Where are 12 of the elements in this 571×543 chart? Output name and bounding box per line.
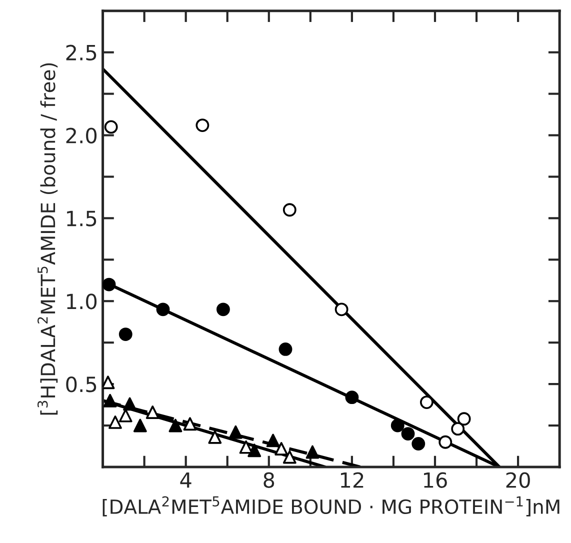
x-tick-label: 16 xyxy=(424,472,447,488)
y-tick-label: 1.5 xyxy=(67,210,96,226)
x-tick-label: 20 xyxy=(506,472,530,488)
x-tick-label: 4 xyxy=(180,472,192,488)
y-tick-label: 1.0 xyxy=(67,294,97,310)
x-axis-title: [DALA$^{2}$MET$^{5}$AMIDE BOUND · MG PROTEIN$^{−1}$]nM xyxy=(102,496,560,516)
y-tick-label: 2.5 xyxy=(66,44,96,61)
x-tick-label: 12 xyxy=(340,472,364,488)
y-tick-label: 0.5 xyxy=(66,376,96,392)
y-axis-title: [$^{3}$H]DALA$^{2}$MET$^{5}$AMIDE (bound / free) xyxy=(37,63,58,415)
y-tick-label: 2.0 xyxy=(66,128,97,144)
x-tick-label: 8 xyxy=(264,472,274,488)
